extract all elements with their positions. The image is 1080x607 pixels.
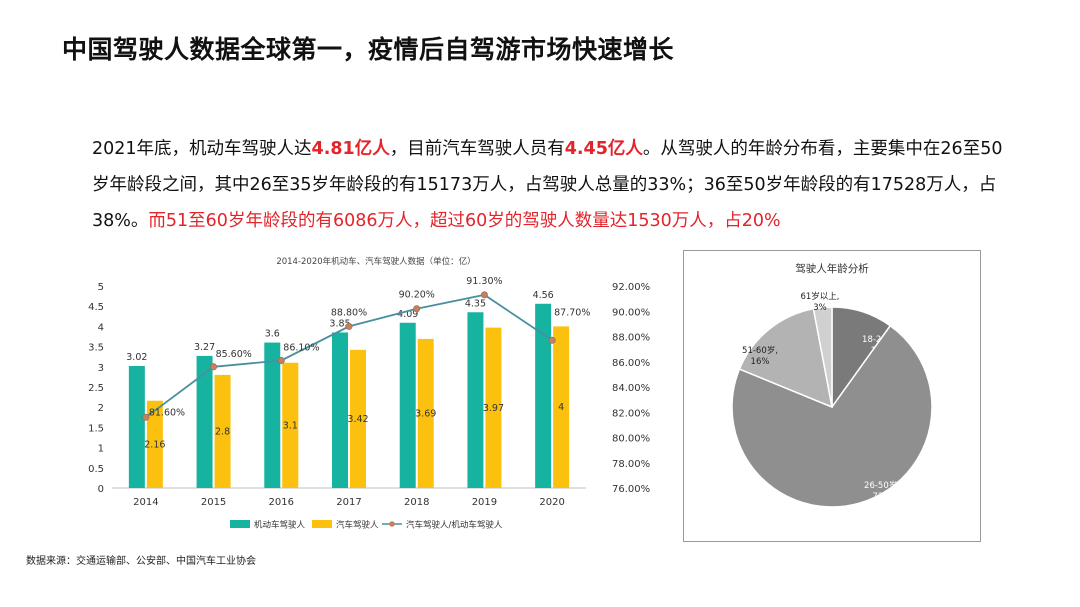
- bar-car-drivers: [485, 327, 502, 488]
- legend-swatch-yellow: [312, 520, 332, 528]
- car-driver-value-label: 2.8: [215, 426, 230, 437]
- ratio-marker: [277, 356, 285, 364]
- x-tick-label: 2015: [201, 497, 226, 508]
- ratio-value-label: 91.30%: [466, 276, 502, 287]
- x-tick-label: 2017: [336, 497, 361, 508]
- legend-label: 机动车驾驶人: [254, 520, 306, 531]
- y-tick-label: 2: [98, 403, 104, 414]
- ratio-value-label: 85.60%: [216, 349, 252, 360]
- legend-swatch-teal: [230, 520, 250, 528]
- y2-tick-label: 88.00%: [612, 333, 650, 344]
- y-tick-label: 3.5: [88, 343, 104, 354]
- bar-car-drivers: [146, 400, 163, 488]
- data-source: 数据来源：交通运输部、公安部、中国汽车工业协会: [26, 556, 256, 567]
- pie-chart-title: 驾驶人年龄分析: [795, 262, 869, 275]
- motor-driver-value-label: 4.35: [465, 298, 486, 309]
- ratio-value-label: 88.80%: [331, 307, 367, 318]
- bar-motor-vehicle-drivers: [535, 303, 552, 488]
- bar-motor-vehicle-drivers: [332, 332, 348, 488]
- y2-tick-label: 80.00%: [612, 434, 650, 445]
- pie-slice-label: 51-60岁,: [742, 345, 778, 356]
- car-driver-value-label: 4: [558, 402, 564, 413]
- bar-car-drivers: [282, 362, 299, 488]
- y-tick-label: 1.5: [88, 423, 104, 434]
- paragraph-highlight: 而51至60岁年龄段的有6086万人，超过60岁的驾驶人数量达1530万人，占2…: [148, 211, 781, 231]
- pie-slice-label: 61岁以上,: [800, 291, 839, 302]
- y-tick-label: 5: [98, 282, 104, 293]
- bar-motor-vehicle-drivers: [467, 312, 484, 488]
- y2-tick-label: 84.00%: [612, 383, 650, 394]
- pie-slice: [812, 306, 833, 408]
- pie-slice-percent: 72%: [873, 492, 892, 502]
- pie-slice-percent: 3%: [813, 303, 827, 313]
- y2-tick-label: 90.00%: [612, 307, 650, 318]
- paragraph-text-3: 。从驾驶人的年龄分布看，主要集中在26至50岁年龄段之间，其中26至35岁年龄段…: [92, 139, 1003, 231]
- y-tick-label: 2.5: [88, 383, 104, 394]
- motor-driver-value-label: 3.02: [126, 352, 147, 363]
- motor-driver-value-label: 3.85: [329, 318, 350, 329]
- y-tick-label: 1: [98, 444, 104, 455]
- x-tick-label: 2020: [539, 497, 564, 508]
- y2-tick-label: 92.00%: [612, 282, 650, 293]
- ratio-value-label: 86.10%: [283, 342, 319, 353]
- ratio-marker: [548, 336, 556, 344]
- paragraph-text-1: 2021年底，机动车驾驶人达: [92, 139, 312, 159]
- y-tick-label: 0.5: [88, 464, 104, 475]
- car-driver-value-label: 3.1: [283, 420, 298, 431]
- pie-slice-percent: 16%: [751, 357, 770, 367]
- bar-motor-vehicle-drivers: [196, 355, 213, 488]
- ratio-value-label: 81.60%: [149, 407, 185, 418]
- ratio-marker: [413, 305, 421, 313]
- motor-driver-value-label: 3.6: [265, 329, 280, 340]
- y-tick-label: 3: [98, 363, 104, 374]
- legend-label: 汽车驾驶人/机动车驾驶人: [406, 520, 503, 531]
- page-title: 中国驾驶人数据全球第一，疫情后自驾游市场快速增长: [62, 35, 675, 64]
- car-driver-total: 4.45亿人: [564, 139, 643, 159]
- car-driver-value-label: 3.97: [483, 403, 504, 414]
- pie-slice: [738, 307, 833, 409]
- legend-marker-ratio: [389, 521, 395, 527]
- y2-tick-label: 82.00%: [612, 408, 650, 419]
- pie-slice: [731, 324, 933, 508]
- pie-slice-label: 26-50岁,: [864, 480, 900, 491]
- bar-motor-vehicle-drivers: [264, 342, 281, 488]
- ratio-marker: [480, 291, 488, 299]
- x-tick-label: 2018: [404, 497, 429, 508]
- bar-chart-title: 2014-2020年机动车、汽车驾驶人数据（单位：亿）: [276, 256, 475, 267]
- motor-driver-value-label: 3.27: [194, 342, 215, 353]
- ratio-marker: [345, 322, 353, 330]
- motor-driver-total: 4.81亿人: [311, 139, 390, 159]
- motor-driver-value-label: 4.56: [533, 290, 554, 301]
- paragraph-text-2: ，目前汽车驾驶人员有: [389, 139, 565, 159]
- y-tick-label: 4: [98, 322, 104, 333]
- ratio-value-label: 90.20%: [399, 290, 435, 301]
- bar-car-drivers: [350, 349, 366, 488]
- y2-tick-label: 78.00%: [612, 459, 650, 470]
- x-tick-label: 2014: [133, 497, 158, 508]
- car-driver-value-label: 2.16: [144, 439, 165, 450]
- age-pie-chart: 驾驶人年龄分析 18-25岁,10%26-50岁,72%51-60岁,16%61…: [731, 262, 933, 508]
- car-driver-value-label: 3.69: [415, 408, 436, 419]
- y2-tick-label: 86.00%: [612, 358, 650, 369]
- bar-car-drivers: [214, 374, 231, 488]
- age-pie-chart-panel: 驾驶人年龄分析 18-25岁,10%26-50岁,72%51-60岁,16%61…: [683, 250, 981, 542]
- legend-label: 汽车驾驶人: [336, 520, 379, 531]
- y-tick-label: 0: [98, 484, 104, 495]
- y-tick-label: 4.5: [88, 302, 104, 313]
- bar-car-drivers: [417, 338, 434, 488]
- x-tick-label: 2016: [269, 497, 294, 508]
- motor-driver-value-label: 4.09: [397, 309, 418, 320]
- ratio-marker: [142, 413, 150, 421]
- ratio-value-label: 87.70%: [554, 307, 590, 318]
- driver-bar-chart: 2014-2020年机动车、汽车驾驶人数据（单位：亿） 0 0.5 1 1.5 2 2.5…: [88, 256, 650, 531]
- x-tick-label: 2019: [472, 497, 497, 508]
- bar-motor-vehicle-drivers: [128, 365, 145, 488]
- ratio-marker: [210, 363, 218, 371]
- y2-tick-label: 76.00%: [612, 484, 650, 495]
- bar-car-drivers: [553, 326, 570, 488]
- summary-paragraph: 2021年底，机动车驾驶人达4.81亿人，目前汽车驾驶人员有4.45亿人。从驾驶…: [92, 131, 1012, 239]
- car-driver-value-label: 3.42: [347, 414, 368, 425]
- bar-motor-vehicle-drivers: [399, 322, 416, 488]
